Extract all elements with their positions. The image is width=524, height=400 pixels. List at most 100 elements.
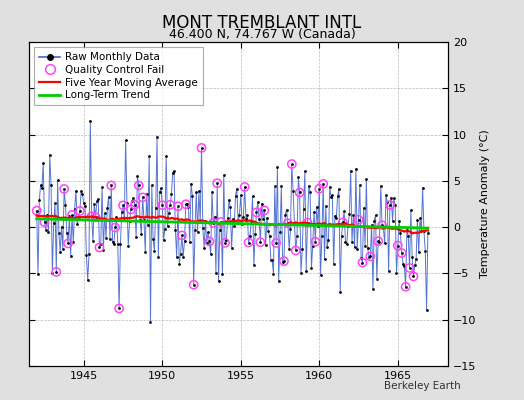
Point — [216, 227, 224, 233]
Point — [57, 224, 66, 230]
Point — [346, 168, 355, 174]
Point — [278, 259, 287, 266]
Point — [68, 212, 76, 218]
Point — [249, 262, 258, 268]
Text: 46.400 N, 74.767 W (Canada): 46.400 N, 74.767 W (Canada) — [169, 28, 355, 41]
Point — [378, 222, 386, 228]
Point — [251, 230, 259, 237]
Point — [374, 238, 383, 244]
Point — [93, 198, 101, 204]
Point — [233, 186, 241, 192]
Point — [36, 182, 45, 188]
Point — [89, 238, 97, 244]
Point — [188, 192, 196, 199]
Point — [291, 247, 300, 254]
Point — [390, 195, 398, 202]
Point — [120, 215, 128, 222]
Point — [276, 229, 284, 235]
Point — [412, 256, 420, 262]
Point — [154, 254, 162, 261]
Point — [213, 180, 222, 186]
Point — [90, 200, 99, 207]
Point — [414, 249, 423, 256]
Point — [193, 229, 202, 235]
Point — [209, 220, 217, 226]
Point — [330, 261, 338, 268]
Point — [200, 244, 209, 251]
Point — [221, 240, 230, 246]
Point — [282, 206, 291, 213]
Point — [310, 208, 318, 215]
Point — [394, 242, 402, 249]
Point — [213, 180, 222, 186]
Point — [143, 190, 151, 197]
Point — [107, 182, 115, 189]
Point — [157, 185, 165, 192]
Point — [311, 238, 320, 245]
Point — [86, 118, 94, 124]
Point — [32, 208, 41, 214]
Point — [283, 220, 292, 226]
Point — [247, 220, 255, 226]
Point — [366, 253, 375, 260]
Point — [413, 216, 422, 223]
Point — [46, 152, 54, 158]
Point — [319, 181, 328, 187]
Point — [211, 214, 219, 220]
Point — [273, 163, 281, 170]
Point — [331, 213, 339, 219]
Point — [319, 181, 328, 187]
Point — [99, 246, 107, 253]
Point — [252, 209, 260, 216]
Point — [388, 217, 397, 224]
Point — [44, 229, 52, 235]
Point — [408, 253, 417, 260]
Point — [348, 239, 356, 246]
Point — [153, 134, 161, 140]
Point — [419, 184, 427, 191]
Point — [49, 220, 58, 226]
Point — [133, 173, 141, 179]
Point — [74, 214, 83, 220]
Point — [261, 242, 270, 249]
Point — [225, 196, 233, 203]
Point — [232, 192, 240, 199]
Point — [302, 267, 310, 274]
Point — [128, 198, 136, 204]
Point — [362, 176, 370, 182]
Point — [272, 240, 280, 246]
Point — [257, 200, 266, 207]
Point — [256, 239, 265, 246]
Point — [82, 251, 91, 258]
Point — [112, 214, 121, 220]
Point — [234, 220, 243, 226]
Point — [190, 282, 198, 288]
Point — [323, 244, 331, 250]
Point — [386, 202, 394, 208]
Point — [281, 212, 289, 218]
Point — [114, 241, 122, 247]
Point — [385, 268, 393, 274]
Point — [178, 232, 186, 239]
Point — [199, 225, 207, 231]
Point — [312, 204, 321, 210]
Point — [101, 210, 109, 216]
Point — [358, 260, 367, 266]
Point — [203, 240, 211, 246]
Point — [39, 160, 47, 166]
Point — [226, 204, 235, 211]
Point — [275, 278, 283, 284]
Point — [91, 214, 100, 220]
Point — [401, 284, 410, 290]
Point — [298, 246, 307, 253]
Point — [52, 269, 60, 275]
Point — [372, 212, 380, 218]
Point — [222, 237, 231, 244]
Point — [149, 236, 157, 242]
Point — [174, 203, 182, 210]
Point — [382, 192, 390, 198]
Point — [148, 182, 156, 188]
Y-axis label: Temperature Anomaly (°C): Temperature Anomaly (°C) — [481, 130, 490, 278]
Point — [339, 219, 347, 226]
Point — [102, 234, 110, 241]
